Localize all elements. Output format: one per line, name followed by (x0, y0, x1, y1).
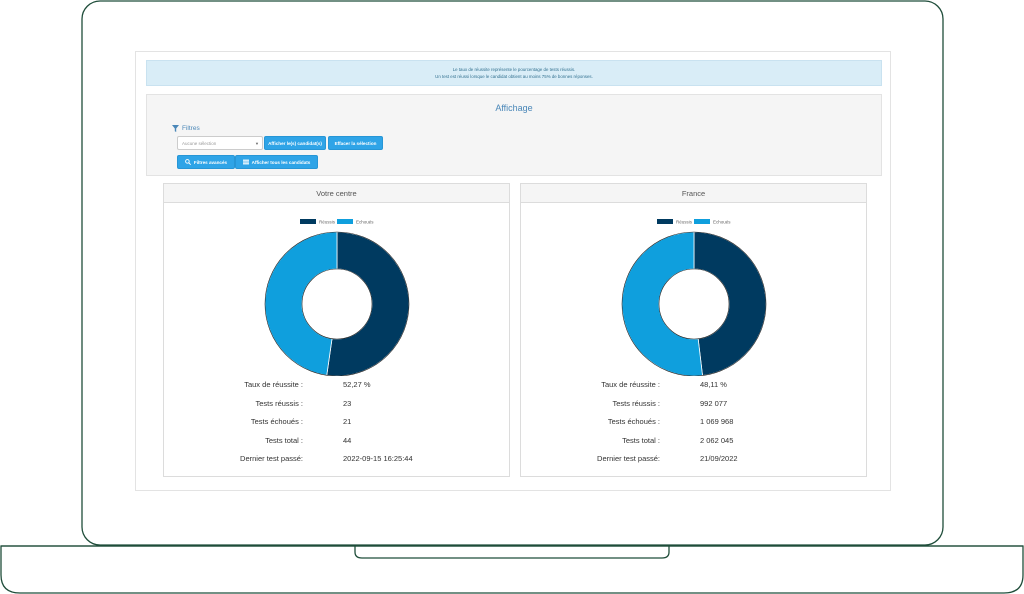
stat-label: Tests total : (265, 435, 303, 445)
stat-label: Tests échoués : (250, 417, 303, 426)
donut-hole (301, 268, 373, 340)
info-banner: Le taux de réussite représente le pource… (146, 60, 882, 86)
banner-line-2: Un test est réussi lorsque le candidat o… (435, 73, 593, 79)
stat-label: Taux de réussite : (601, 380, 660, 389)
stat-row: Dernier test passé: 2022-09-15 16:25:44 (164, 454, 509, 464)
stat-value: 52,27 % (343, 380, 371, 389)
card-france: France Réussis Echoués Taux de réussite … (520, 183, 867, 477)
funnel-icon (172, 125, 179, 132)
stat-value: 1 069 968 (700, 417, 734, 426)
filters-label: Filtres (182, 125, 200, 132)
stat-label: Dernier test passé: (240, 454, 303, 463)
stat-row: Tests réussis : 992 077 (521, 399, 866, 409)
banner-line-1: Le taux de réussite représente le pource… (452, 67, 576, 72)
advanced-filters-label: Filtres avancés (193, 159, 228, 165)
donut-chart: Réussis Echoués (264, 219, 410, 376)
stat-value: 21/09/2022 (700, 454, 738, 463)
donut-outline (264, 231, 410, 376)
stat-row: Taux de réussite : 52,27 % (164, 380, 509, 390)
select-placeholder: Aucune sélection (182, 141, 217, 146)
clear-selection-button[interactable]: Effacer la sélection (328, 136, 383, 150)
stat-label: Dernier test passé: (597, 454, 660, 463)
legend-failure-label: Echoués (356, 220, 374, 225)
stat-row: Taux de réussite : 48,11 % (521, 380, 866, 390)
app-screen: Le taux de réussite représente le pource… (135, 51, 891, 491)
show-all-candidates-label: Afficher tous les candidats (251, 159, 311, 165)
card-title: France (521, 184, 866, 203)
legend-failure-swatch (337, 219, 353, 224)
stat-row: Tests total : 44 (164, 436, 509, 446)
candidate-select[interactable]: Aucune sélection ▼ (177, 136, 263, 150)
stat-value: 21 (343, 417, 352, 426)
stat-row: Tests total : 2 062 045 (521, 436, 866, 446)
stat-label: Tests réussis : (255, 398, 303, 408)
legend-failure-label: Echoués (713, 220, 731, 225)
donut-chart: Réussis Echoués (621, 219, 767, 376)
stat-row: Tests échoués : 1 069 968 (521, 417, 866, 427)
clear-selection-label: Effacer la sélection (334, 140, 377, 146)
stat-value: 992 077 (700, 398, 728, 408)
stat-value: 2022-09-15 16:25:44 (343, 454, 413, 463)
card-votre-centre: Votre centre Réussis Echoués Taux de réu… (163, 183, 510, 477)
stat-row: Tests échoués : 21 (164, 417, 509, 427)
donut-hole (658, 268, 730, 340)
search-icon (185, 159, 191, 165)
list-icon (242, 159, 249, 165)
legend-failure-swatch (694, 219, 710, 224)
show-candidates-button[interactable]: Afficher le(s) candidat(s) (264, 136, 326, 150)
stat-row: Tests réussis : 23 (164, 399, 509, 409)
stat-value: 2 062 045 (700, 435, 734, 445)
stat-value: 23 (343, 398, 352, 408)
advanced-filters-button[interactable]: Filtres avancés (177, 155, 235, 169)
show-candidates-label: Afficher le(s) candidat(s) (268, 140, 322, 146)
stat-label: Tests réussis : (612, 398, 660, 408)
stat-value: 48,11 % (700, 380, 727, 389)
filters-toggle[interactable]: Filtres (172, 125, 200, 132)
donut-outline (621, 231, 767, 376)
legend-success-swatch (300, 219, 316, 224)
display-title: Affichage (495, 103, 533, 113)
legend-success-label: Réussis (319, 220, 336, 225)
display-panel: Affichage Filtres Aucune sélection ▼ Aff… (146, 94, 882, 176)
legend-success-swatch (657, 219, 673, 224)
stat-label: Taux de réussite : (244, 380, 303, 389)
card-title: Votre centre (164, 184, 509, 203)
stat-label: Tests échoués : (607, 417, 660, 426)
show-all-candidates-button[interactable]: Afficher tous les candidats (235, 155, 318, 169)
chevron-down-icon: ▼ (255, 141, 259, 146)
stat-row: Dernier test passé: 21/09/2022 (521, 454, 866, 464)
legend-success-label: Réussis (676, 220, 693, 225)
stat-value: 44 (343, 435, 352, 445)
stat-label: Tests total : (622, 435, 660, 445)
